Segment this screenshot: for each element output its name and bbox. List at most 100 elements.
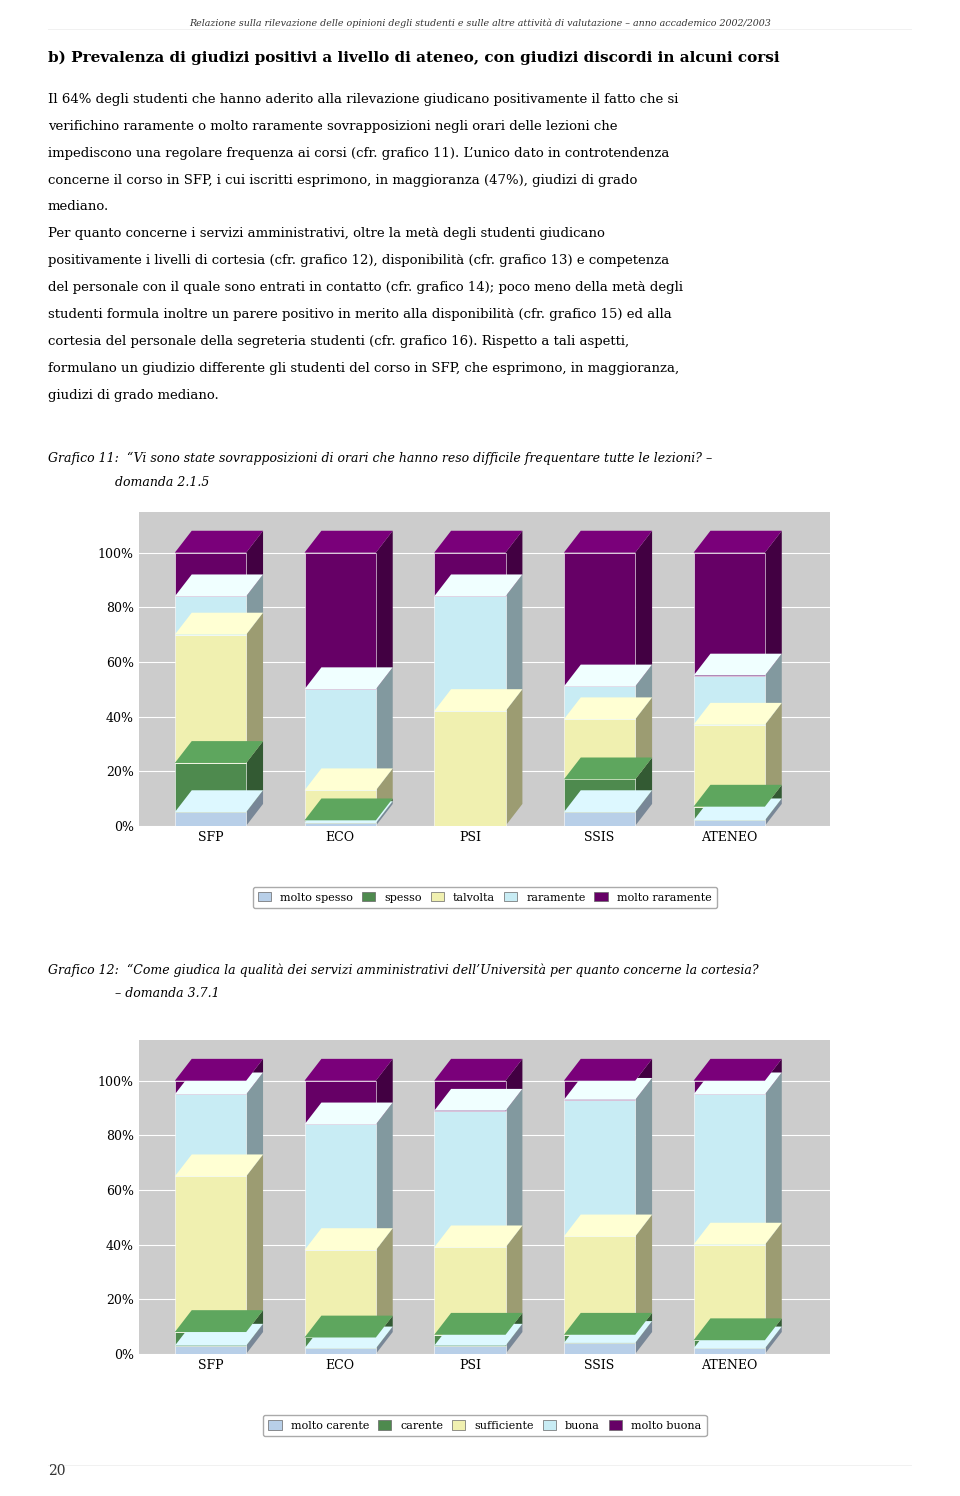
- Bar: [304, 552, 376, 690]
- Text: Grafico 11:  “Vi sono state sovrapposizioni di orari che hanno reso difficile fr: Grafico 11: “Vi sono state sovrapposizio…: [48, 452, 712, 465]
- Polygon shape: [564, 664, 652, 687]
- Bar: [564, 1236, 636, 1334]
- Polygon shape: [765, 703, 781, 806]
- Polygon shape: [693, 654, 781, 676]
- Polygon shape: [304, 769, 393, 790]
- Polygon shape: [434, 690, 522, 711]
- Polygon shape: [304, 802, 393, 823]
- Polygon shape: [506, 1089, 522, 1248]
- Polygon shape: [304, 667, 393, 690]
- Polygon shape: [693, 1327, 781, 1348]
- Polygon shape: [564, 1215, 652, 1236]
- Bar: [434, 1248, 506, 1334]
- Bar: [434, 552, 506, 597]
- Polygon shape: [304, 531, 393, 552]
- Polygon shape: [434, 1059, 522, 1080]
- Bar: [434, 1334, 506, 1346]
- Text: impediscono una regolare frequenza ai corsi (cfr. grafico 11). L’unico dato in c: impediscono una regolare frequenza ai co…: [48, 147, 669, 160]
- Polygon shape: [376, 1315, 393, 1348]
- Polygon shape: [175, 531, 263, 552]
- Polygon shape: [564, 697, 652, 720]
- Polygon shape: [636, 1059, 652, 1100]
- Bar: [175, 597, 246, 634]
- Polygon shape: [376, 1327, 393, 1354]
- Polygon shape: [175, 1310, 263, 1331]
- Polygon shape: [246, 613, 263, 763]
- Polygon shape: [693, 703, 781, 724]
- Polygon shape: [246, 1324, 263, 1354]
- Polygon shape: [175, 574, 263, 597]
- Polygon shape: [765, 1318, 781, 1348]
- Polygon shape: [506, 531, 522, 597]
- Text: Grafico 12:  “Come giudica la qualità dei servizi amministrativi dell’Università: Grafico 12: “Come giudica la qualità dei…: [48, 963, 758, 977]
- Polygon shape: [636, 531, 652, 687]
- Bar: [175, 763, 246, 812]
- Polygon shape: [765, 1222, 781, 1340]
- Polygon shape: [175, 741, 263, 763]
- Text: concerne il corso in SFP, i cui iscritti esprimono, in maggioranza (47%), giudiz: concerne il corso in SFP, i cui iscritti…: [48, 174, 637, 187]
- Polygon shape: [304, 1059, 393, 1080]
- Bar: [175, 1176, 246, 1331]
- Bar: [564, 812, 636, 826]
- Text: Per quanto concerne i servizi amministrativi, oltre la metà degli studenti giudi: Per quanto concerne i servizi amministra…: [48, 227, 605, 241]
- Bar: [564, 1100, 636, 1236]
- Bar: [564, 720, 636, 779]
- Bar: [175, 1331, 246, 1346]
- Bar: [693, 552, 765, 676]
- Bar: [693, 806, 765, 820]
- Bar: [434, 711, 506, 826]
- Polygon shape: [434, 574, 522, 597]
- Polygon shape: [564, 1059, 652, 1080]
- Polygon shape: [636, 757, 652, 812]
- Polygon shape: [304, 1327, 393, 1348]
- Polygon shape: [434, 1225, 522, 1248]
- Polygon shape: [175, 1324, 263, 1346]
- Bar: [693, 724, 765, 806]
- Polygon shape: [636, 1321, 652, 1354]
- Polygon shape: [693, 1222, 781, 1245]
- Polygon shape: [376, 531, 393, 690]
- Bar: [693, 1080, 765, 1095]
- Text: positivamente i livelli di cortesia (cfr. grafico 12), disponibilità (cfr. grafi: positivamente i livelli di cortesia (cfr…: [48, 254, 669, 268]
- Text: 20: 20: [48, 1465, 65, 1478]
- Text: giudizi di grado mediano.: giudizi di grado mediano.: [48, 389, 219, 402]
- Polygon shape: [506, 1324, 522, 1354]
- Bar: [304, 820, 376, 823]
- Polygon shape: [693, 1318, 781, 1340]
- Polygon shape: [765, 799, 781, 826]
- Bar: [693, 1348, 765, 1354]
- Polygon shape: [246, 1073, 263, 1176]
- Bar: [564, 1080, 636, 1100]
- Polygon shape: [506, 1059, 522, 1110]
- Polygon shape: [434, 1313, 522, 1334]
- Text: del personale con il quale sono entrati in contatto (cfr. grafico 14); poco meno: del personale con il quale sono entrati …: [48, 281, 683, 295]
- Polygon shape: [506, 574, 522, 711]
- Polygon shape: [376, 1228, 393, 1337]
- Polygon shape: [376, 1103, 393, 1251]
- Bar: [304, 1080, 376, 1125]
- Text: mediano.: mediano.: [48, 200, 109, 214]
- Polygon shape: [693, 531, 781, 552]
- Polygon shape: [175, 1073, 263, 1095]
- Polygon shape: [564, 1321, 652, 1343]
- Bar: [693, 1245, 765, 1340]
- Text: Il 64% degli studenti che hanno aderito alla rilevazione giudicano positivamente: Il 64% degli studenti che hanno aderito …: [48, 93, 679, 106]
- Polygon shape: [376, 1059, 393, 1125]
- Polygon shape: [506, 1313, 522, 1346]
- Polygon shape: [376, 802, 393, 826]
- Bar: [693, 676, 765, 724]
- Polygon shape: [506, 1225, 522, 1334]
- Polygon shape: [636, 1313, 652, 1343]
- Bar: [304, 690, 376, 790]
- Polygon shape: [693, 799, 781, 820]
- Text: Relazione sulla rilevazione delle opinioni degli studenti e sulle altre attività: Relazione sulla rilevazione delle opinio…: [189, 19, 771, 28]
- Polygon shape: [246, 1310, 263, 1346]
- Text: cortesia del personale della segreteria studenti (cfr. grafico 16). Rispetto a t: cortesia del personale della segreteria …: [48, 335, 629, 349]
- Polygon shape: [564, 790, 652, 812]
- Bar: [564, 1334, 636, 1343]
- Bar: [175, 634, 246, 763]
- Polygon shape: [693, 785, 781, 806]
- Polygon shape: [175, 1155, 263, 1176]
- Polygon shape: [175, 790, 263, 812]
- Polygon shape: [304, 1103, 393, 1125]
